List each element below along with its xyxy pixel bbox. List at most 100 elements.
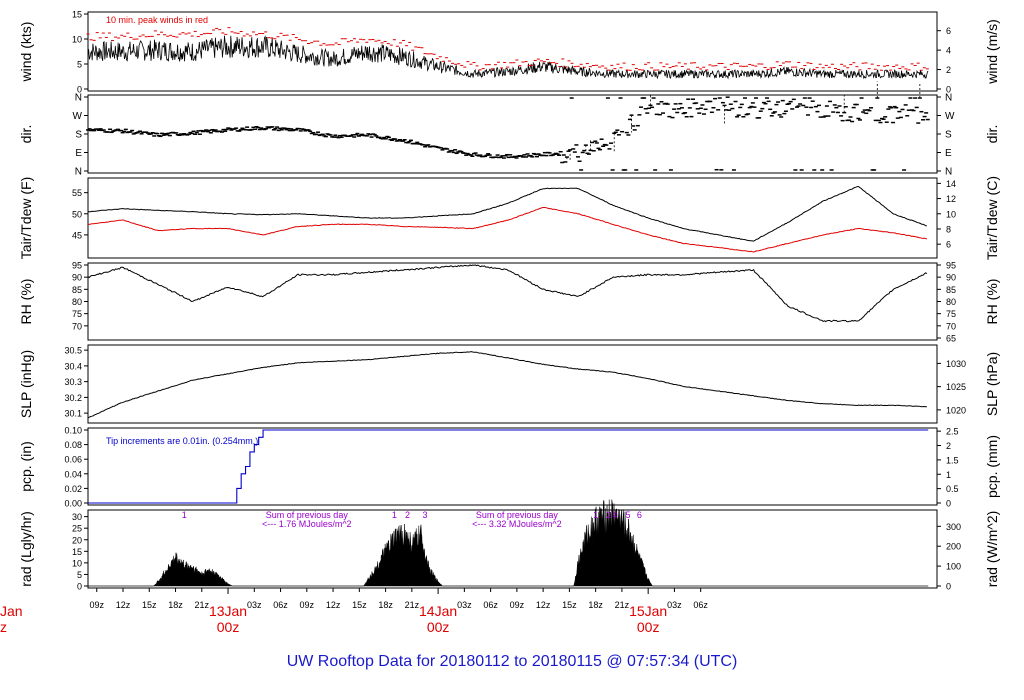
rh-ylabel-right: RH (%) <box>984 279 1000 325</box>
slp-tick-label-right: 1020 <box>946 405 966 415</box>
dir-frame <box>87 94 938 174</box>
rh-tick-label: 85 <box>72 285 82 295</box>
rh-tick-label-right: 80 <box>946 297 956 307</box>
rh-tick-label: 80 <box>72 297 82 307</box>
day-label-hour: 00z <box>427 619 450 635</box>
radiation-daily-sum: Sum of previous day <box>476 510 559 520</box>
dir-tick-label-right: S <box>945 130 952 141</box>
rh-frame <box>87 262 938 341</box>
dir-tick-label-right: E <box>945 148 952 159</box>
time-tick-label: 09z <box>89 600 104 610</box>
rad-tick-label: 15 <box>72 547 82 557</box>
radiation-daily-sum: Sum of previous day <box>266 510 349 520</box>
temp-tick-label-right: 10 <box>946 209 956 219</box>
time-tick-label: 21z <box>405 600 420 610</box>
rad-ylabel-right: rad (W/m^2) <box>984 511 1000 588</box>
panel-slp: SLP (inHg) SLP (hPa) 30.1 30.2 30.3 30.4 30.5 1… <box>18 344 1000 424</box>
temp-tick-label-right: 12 <box>946 194 956 204</box>
rh-tick-label-right: 75 <box>946 309 956 319</box>
wind-tick-label-right: 0 <box>946 85 951 95</box>
panel-wind: wind (kts) wind (m/s) 0 5 10 15 0 2 4 6 10 min. pe… <box>18 10 1000 95</box>
slp-ylabel-right: SLP (hPa) <box>984 352 1000 416</box>
time-tick-label: 09z <box>510 600 525 610</box>
pcp-tick-label: 0.06 <box>64 455 82 465</box>
rad-tick-label: 5 <box>77 570 82 580</box>
rh-tick-label: 75 <box>72 309 82 319</box>
dir-ylabel-right: dir. <box>984 125 1000 144</box>
rh-tick-label-right: 95 <box>946 261 956 271</box>
radiation-peak-marker: 4 <box>612 510 617 520</box>
radiation-peak-marker: 3 <box>422 510 427 520</box>
time-tick-label: 06z <box>693 600 708 610</box>
radiation-peak-marker: 1 <box>182 510 187 520</box>
radiation-peak-marker: 5 <box>626 510 631 520</box>
day-label-date: 14Jan <box>419 603 457 619</box>
time-tick-label: 21z <box>195 600 210 610</box>
pcp-tick-label-right: 0 <box>946 499 951 509</box>
slp-tick-label: 30.5 <box>64 346 82 356</box>
rh-tick-label-right: 90 <box>946 273 956 283</box>
pcp-ylabel: pcp. (in) <box>18 441 34 492</box>
edge-hour-fragment: z <box>0 619 7 635</box>
day-label-hour: 00z <box>637 619 660 635</box>
direction-marks <box>86 81 930 171</box>
radiation-peak-marker: 1 <box>392 510 397 520</box>
temp-tick-label: 50 <box>72 209 82 219</box>
dir-tick-label: N <box>75 93 82 104</box>
time-tick-label: 12z <box>116 600 131 610</box>
radiation-daily-sum: <--- 1.76 MJoules/m^2 <box>262 519 352 529</box>
rh-tick-label-right: 70 <box>946 321 956 331</box>
wind-tick-label-right: 2 <box>946 65 951 75</box>
time-tick-label: 15z <box>352 600 367 610</box>
temp-series-tair <box>87 186 927 242</box>
radiation-area <box>88 499 929 587</box>
radiation-peak-marker: 2 <box>405 510 410 520</box>
dir-tick-label: S <box>75 130 82 141</box>
pcp-tick-label-right: 0.5 <box>946 484 959 494</box>
panel-temp: Tair/Tdew (F) Tair/Tdew (C) 45 50 55 6 8 10 12 14 <box>18 176 1000 260</box>
temp-tick-label: 55 <box>72 188 82 198</box>
rad-tick-label-right: 100 <box>946 562 961 572</box>
radiation-peak-marker: 6 <box>637 510 642 520</box>
day-label-hour: 00z <box>217 619 240 635</box>
temp-ylabel: Tair/Tdew (F) <box>18 177 34 259</box>
wind-ylabel: wind (kts) <box>18 22 34 83</box>
pcp-tick-label-right: 1 <box>946 470 951 480</box>
wind-tick-label: 10 <box>72 35 82 45</box>
time-tick-label: 09z <box>300 600 315 610</box>
rad-tick-label-right: 200 <box>946 542 961 552</box>
wind-series-line <box>87 35 929 80</box>
wind-tick-label-right: 6 <box>946 26 951 36</box>
time-tick-label: 15z <box>562 600 577 610</box>
rad-ylabel: rad (Lgly/hr) <box>18 511 34 586</box>
rad-tick-label: 10 <box>72 558 82 568</box>
wind-tick-label: 5 <box>77 60 82 70</box>
time-tick-label: 03z <box>667 600 682 610</box>
radiation-peak-marker: 1 <box>593 510 598 520</box>
time-tick-label: 12z <box>326 600 341 610</box>
pcp-ylabel-right: pcp. (mm) <box>984 435 1000 498</box>
time-tick-label: 03z <box>247 600 262 610</box>
dir-ylabel: dir. <box>18 125 34 144</box>
dir-tick-label-right: N <box>945 93 952 104</box>
radiation-daily-sum: <--- 3.32 MJoules/m^2 <box>472 519 562 529</box>
pcp-tick-label: 0.00 <box>64 499 82 509</box>
slp-tick-label: 30.3 <box>64 377 82 387</box>
slp-frame <box>87 344 938 424</box>
temp-tick-label: 45 <box>72 230 82 240</box>
precip-annotation: Tip increments are 0.01in. (0.254mm.) <box>106 436 258 446</box>
rh-tick-label: 70 <box>72 321 82 331</box>
slp-tick-label-right: 1030 <box>946 359 966 369</box>
dir-tick-label: W <box>73 111 83 122</box>
rad-frame <box>87 509 938 589</box>
dir-tick-label-right: W <box>945 111 955 122</box>
dir-tick-label: E <box>75 148 82 159</box>
rh-tick-label: 95 <box>72 261 82 271</box>
temp-series-tdew <box>88 207 928 253</box>
rad-tick-label-right: 300 <box>946 522 961 532</box>
time-tick-label: 15z <box>142 600 157 610</box>
rh-series-rh <box>87 264 928 323</box>
precip-line <box>88 429 929 504</box>
day-label-date: 15Jan <box>629 603 667 619</box>
